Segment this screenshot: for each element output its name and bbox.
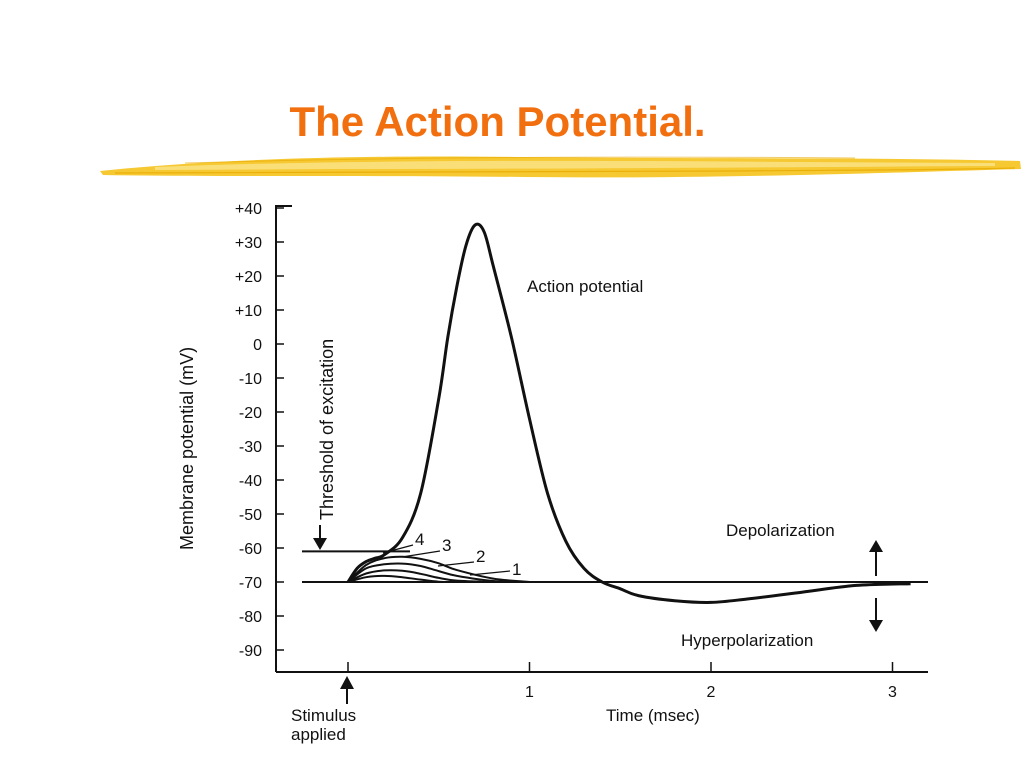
hyperpolarization-arrow-icon [869,598,883,632]
x-axis-label: Time (msec) [606,706,700,725]
y-tick-label: -60 [239,541,262,558]
depolarization-arrow-icon [869,540,883,576]
y-tick-label: -50 [239,507,262,524]
subthreshold-labels: 4 3 2 1 [382,530,521,579]
highlight-brush-stroke [100,156,1021,178]
y-tick-label: -70 [239,575,262,592]
threshold-arrow-icon [313,525,327,550]
subthreshold-curve-4 [347,555,530,583]
subthreshold-curve-2 [347,569,494,583]
series-group [346,222,911,604]
label-3: 3 [442,536,451,555]
x-tick-label: 2 [707,684,716,701]
y-ticks-group: +40 +30 +20 +10 0 -10 -20 -30 -40 -50 -60 -70 -80 -90 [235,201,284,660]
label-2: 2 [476,547,485,566]
subthreshold-curve-3 [347,562,530,583]
y-axis-label: Membrane potential (mV) [177,347,197,550]
x-tick-label: 1 [525,684,534,701]
y-tick-label: -40 [239,473,262,490]
x-ticks-group: 1 2 3 [347,662,897,701]
label-4-leader [382,544,414,554]
x-tick-label: 3 [888,684,897,701]
y-tick-label: -30 [239,439,262,456]
slide-title: The Action Potential. [289,98,706,145]
label-3-leader [401,550,441,558]
subthreshold-curve-1 [347,574,457,583]
label-4: 4 [415,530,424,549]
y-tick-label: 0 [253,337,262,354]
stimulus-label-line2: applied [291,725,346,744]
y-tick-label: -10 [239,371,262,388]
stimulus-arrow-icon [340,676,354,704]
stimulus-label-line1: Stimulus [291,706,356,725]
y-tick-label: +40 [235,201,262,218]
threshold-label: Threshold of excitation [317,339,337,520]
y-tick-label: -90 [239,643,262,660]
y-tick-label: -80 [239,609,262,626]
label-1-leader [469,570,511,576]
y-tick-label: -20 [239,405,262,422]
y-tick-label: +30 [235,235,262,252]
depolarization-label: Depolarization [726,521,835,540]
label-1: 1 [512,560,521,579]
hyperpolarization-label: Hyperpolarization [681,631,813,650]
action-potential-curve [346,222,911,604]
y-tick-label: +20 [235,269,262,286]
action-potential-label: Action potential [527,277,643,296]
y-tick-label: +10 [235,303,262,320]
label-2-leader [437,561,475,567]
